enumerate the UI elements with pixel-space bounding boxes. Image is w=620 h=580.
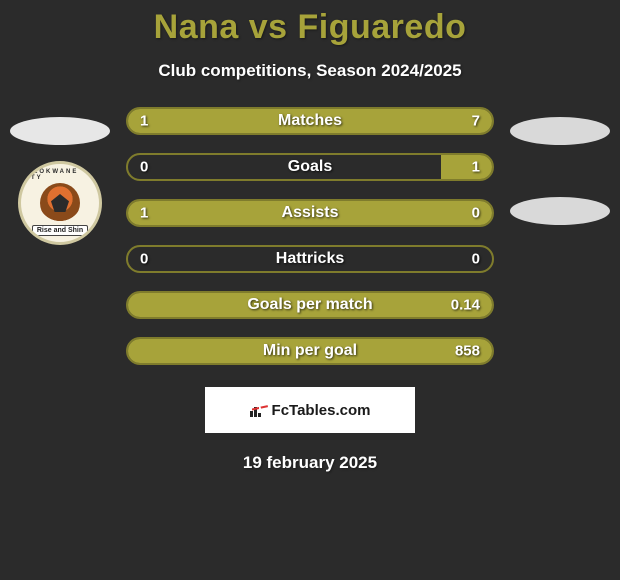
stat-value-left: 1	[140, 205, 148, 222]
stat-label: Min per goal	[263, 342, 357, 360]
player1-placeholder-ellipse	[10, 117, 110, 145]
date-text: 19 february 2025	[0, 453, 620, 473]
fctables-logo-icon	[250, 404, 266, 417]
stat-value-left: 0	[140, 251, 148, 268]
stat-bar: 1 0 Assists	[126, 199, 494, 227]
title-player1: Nana	[154, 8, 239, 46]
badge-banner-text: Rise and Shin	[32, 225, 88, 236]
player2-club-placeholder-ellipse	[510, 197, 610, 225]
stat-value-right: 7	[472, 113, 480, 130]
stat-value-right: 858	[455, 343, 480, 360]
badge-ring-text: POLOKWANE CITY	[21, 169, 99, 181]
stat-value-left: 1	[140, 113, 148, 130]
stat-label: Goals per match	[247, 296, 372, 314]
stat-bar: 0.14 Goals per match	[126, 291, 494, 319]
content-row: POLOKWANE CITY Rise and Shin 17Matches01…	[0, 107, 620, 365]
right-column	[500, 107, 620, 365]
stat-value-right: 1	[472, 159, 480, 176]
stat-value-right: 0.14	[451, 297, 480, 314]
stat-fill-left	[128, 109, 172, 133]
stat-fill-right	[441, 155, 492, 179]
subtitle: Club competitions, Season 2024/2025	[0, 61, 620, 81]
stat-value-right: 0	[472, 251, 480, 268]
stat-bar: 0 0 Hattricks	[126, 245, 494, 273]
title-vs: vs	[249, 8, 288, 46]
stat-bar: 858 Min per goal	[126, 337, 494, 365]
badge-eagle-inner	[51, 194, 69, 212]
stat-bar: 0 1 Goals	[126, 153, 494, 181]
stats-column: 1 7 Matches 0 1 Goals 1 0 Assists 0 0 Hattricks 0.14…	[120, 107, 500, 365]
player1-club-badge: POLOKWANE CITY Rise and Shin	[18, 161, 102, 245]
stat-bar: 1 7 Matches	[126, 107, 494, 135]
stat-label: Matches	[278, 112, 342, 130]
left-column: POLOKWANE CITY Rise and Shin	[0, 107, 120, 365]
stat-value-right: 0	[472, 205, 480, 222]
badge-eagle-icon	[40, 183, 80, 223]
stat-value-left: 0	[140, 159, 148, 176]
footer-brand-text: FcTables.com	[272, 402, 371, 419]
title: Nana vs Figuaredo	[0, 0, 620, 47]
footer-brand-box: FcTables.com	[205, 387, 415, 433]
comparison-card: Nana vs Figuaredo Club competitions, Sea…	[0, 0, 620, 580]
title-player2: Figuaredo	[298, 8, 467, 46]
stat-label: Goals	[288, 158, 332, 176]
player2-placeholder-ellipse	[510, 117, 610, 145]
stat-label: Hattricks	[276, 250, 344, 268]
stat-label: Assists	[282, 204, 339, 222]
